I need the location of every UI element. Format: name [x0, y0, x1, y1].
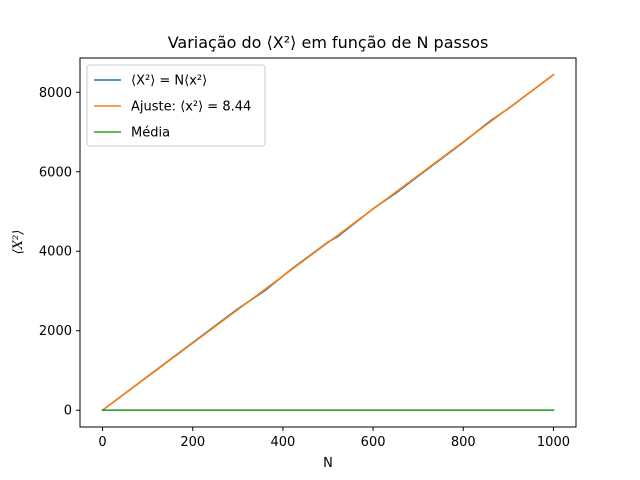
x-axis-label: N	[323, 456, 333, 471]
y-tick-label: 8000	[39, 86, 72, 101]
x-tick-label: 0	[98, 435, 106, 450]
y-tick-label: 2000	[39, 324, 72, 339]
y-axis-ticks: 0 2000 4000 6000 8000	[39, 86, 80, 419]
x-tick-label: 1000	[537, 435, 570, 450]
series-layer	[101, 73, 555, 412]
legend: ⟨X²⟩ = N⟨x²⟩ Ajuste: ⟨x²⟩ = 8.44 Média	[86, 64, 266, 147]
x-axis-ticks: 0 200 400 600 800 1000	[98, 427, 570, 450]
legend-label: Média	[131, 126, 170, 141]
plot-area	[79, 57, 577, 428]
chart-title: Variação do ⟨X²⟩ em função de N passos	[168, 33, 489, 52]
x-tick-label: 200	[180, 435, 205, 450]
y-tick-label: 4000	[39, 245, 72, 260]
y-tick-label: 6000	[39, 165, 72, 180]
x-tick-label: 400	[270, 435, 295, 450]
y-axis-label: ⟨X²⟩	[11, 230, 26, 255]
y-tick-label: 0	[64, 404, 72, 419]
series-line-2	[101, 73, 555, 412]
x-tick-label: 600	[361, 435, 386, 450]
plot-frame	[79, 57, 577, 428]
legend-label: ⟨X²⟩ = N⟨x²⟩	[131, 74, 207, 89]
legend-box	[86, 64, 266, 147]
x-tick-label: 800	[451, 435, 476, 450]
legend-label: Ajuste: ⟨x²⟩ = 8.44	[131, 100, 251, 115]
